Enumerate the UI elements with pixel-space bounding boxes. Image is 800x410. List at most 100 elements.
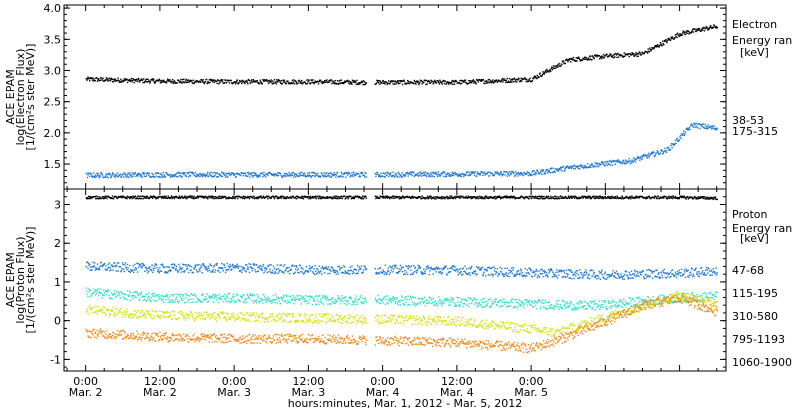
data-point <box>339 79 341 82</box>
data-point <box>156 266 158 269</box>
data-point <box>115 196 118 198</box>
data-point <box>640 155 643 157</box>
data-point <box>280 197 282 199</box>
data-point <box>524 275 527 278</box>
data-point <box>99 268 101 271</box>
data-point <box>503 196 506 198</box>
data-point <box>507 275 509 277</box>
data-point <box>155 197 158 200</box>
data-point <box>488 196 490 198</box>
data-point <box>695 273 698 275</box>
data-point <box>326 172 328 174</box>
data-point <box>156 300 158 302</box>
data-point <box>537 171 539 173</box>
data-point <box>552 67 554 69</box>
data-point <box>537 197 539 200</box>
data-point <box>190 269 192 271</box>
data-point <box>222 173 225 175</box>
data-point <box>564 62 566 65</box>
data-point <box>310 82 312 84</box>
data-point <box>325 266 328 268</box>
data-point <box>208 267 210 269</box>
data-point <box>553 195 556 198</box>
data-point <box>131 176 133 178</box>
data-point <box>443 267 446 270</box>
data-point <box>639 53 642 55</box>
data-point <box>532 270 535 272</box>
data-point <box>381 175 384 178</box>
data-point <box>212 195 215 198</box>
data-point <box>670 269 673 272</box>
data-point <box>141 296 143 298</box>
data-point <box>418 83 420 86</box>
data-point <box>401 196 403 198</box>
data-point <box>540 196 542 199</box>
data-point <box>107 173 110 176</box>
data-point <box>253 80 255 82</box>
data-point <box>280 80 282 82</box>
data-point <box>542 270 544 272</box>
data-point <box>509 173 512 176</box>
data-point <box>275 173 277 176</box>
data-point <box>392 271 394 273</box>
data-point <box>676 197 679 200</box>
data-point <box>243 81 246 84</box>
data-point <box>199 300 201 302</box>
data-point <box>529 267 531 270</box>
data-point <box>212 81 214 83</box>
data-point <box>252 263 255 265</box>
legend-title-line: Energy ran <box>732 34 792 47</box>
data-point <box>96 80 99 82</box>
data-point <box>563 272 566 274</box>
data-point <box>210 79 212 82</box>
data-point <box>105 195 108 198</box>
data-point <box>446 274 448 276</box>
data-point <box>525 172 527 175</box>
data-point <box>704 274 706 276</box>
data-point <box>153 295 155 297</box>
data-point <box>361 81 364 83</box>
data-point <box>184 172 186 174</box>
data-point <box>703 30 706 32</box>
data-point <box>656 269 658 272</box>
data-point <box>182 294 184 296</box>
data-point <box>235 80 238 82</box>
data-point <box>285 82 287 85</box>
data-point <box>151 175 154 178</box>
data-point <box>618 160 620 162</box>
data-point <box>287 270 290 272</box>
data-point <box>606 53 608 56</box>
data-point <box>123 298 125 300</box>
data-point <box>675 273 677 275</box>
data-point <box>87 197 89 200</box>
data-point <box>509 80 512 82</box>
series-38-53 <box>85 24 718 86</box>
data-point <box>653 196 655 198</box>
data-point <box>217 197 220 200</box>
data-point <box>551 68 554 71</box>
data-point <box>183 196 186 199</box>
data-point <box>241 79 243 82</box>
data-point <box>648 195 651 197</box>
data-point <box>151 78 154 80</box>
data-point <box>144 270 146 273</box>
data-point <box>210 174 212 177</box>
data-point <box>582 274 585 276</box>
data-point <box>116 294 119 297</box>
data-point <box>686 270 688 272</box>
data-point <box>558 62 560 65</box>
data-point <box>251 269 253 272</box>
data-point <box>491 172 493 175</box>
data-point <box>365 269 367 271</box>
data-point <box>215 176 218 178</box>
data-point <box>669 271 672 274</box>
data-point <box>401 80 403 83</box>
data-point <box>144 197 147 199</box>
data-point <box>130 270 133 272</box>
data-point <box>221 195 223 197</box>
data-point <box>458 81 461 84</box>
data-point <box>148 270 150 273</box>
data-point <box>153 78 155 81</box>
data-point <box>166 78 169 80</box>
data-point <box>151 196 153 198</box>
